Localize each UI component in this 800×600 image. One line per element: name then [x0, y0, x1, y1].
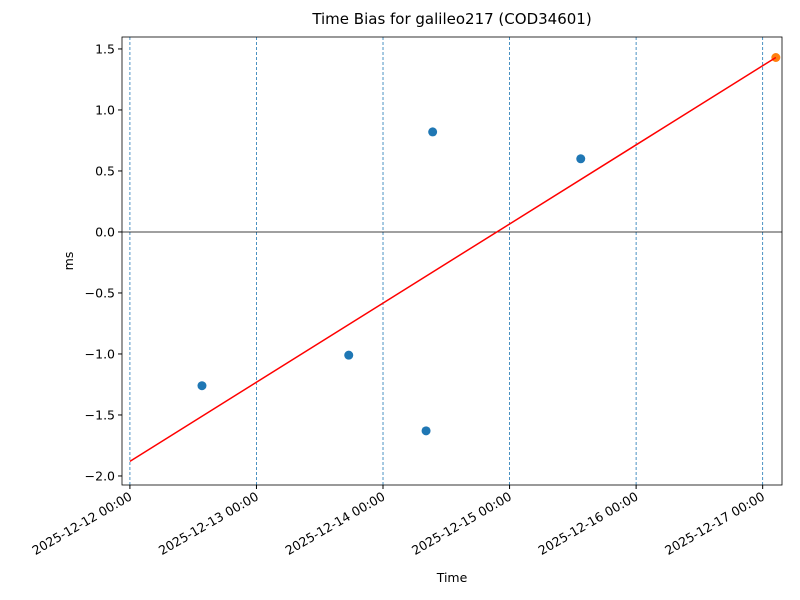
y-tick-label: −1.0	[85, 346, 115, 361]
y-tick-label: 1.5	[95, 41, 115, 56]
y-tick-label: −2.0	[85, 468, 115, 483]
point	[344, 350, 354, 360]
point	[428, 127, 438, 137]
x-tick-label: 2025-12-13 00:00	[156, 489, 261, 558]
y-tick-label: −1.5	[85, 407, 115, 422]
x-axis-label: Time	[436, 570, 468, 585]
y-axis-label: ms	[61, 252, 76, 271]
y-tick-label: 1.0	[95, 102, 115, 117]
plot-frame	[121, 36, 783, 486]
point	[197, 381, 207, 391]
point	[576, 154, 586, 164]
x-tick-label: 2025-12-16 00:00	[536, 489, 641, 558]
x-tick-label: 2025-12-15 00:00	[409, 489, 514, 558]
trend-line	[129, 56, 777, 462]
y-tick-label: 0.0	[95, 224, 115, 239]
chart-title: Time Bias for galileo217 (COD34601)	[311, 10, 591, 28]
y-tick-label: −0.5	[85, 285, 115, 300]
point	[421, 426, 431, 436]
x-tick-label: 2025-12-14 00:00	[282, 489, 387, 558]
x-tick-label: 2025-12-17 00:00	[662, 489, 767, 558]
y-tick-label: 0.5	[95, 163, 115, 178]
x-tick-label: 2025-12-12 00:00	[29, 489, 134, 558]
